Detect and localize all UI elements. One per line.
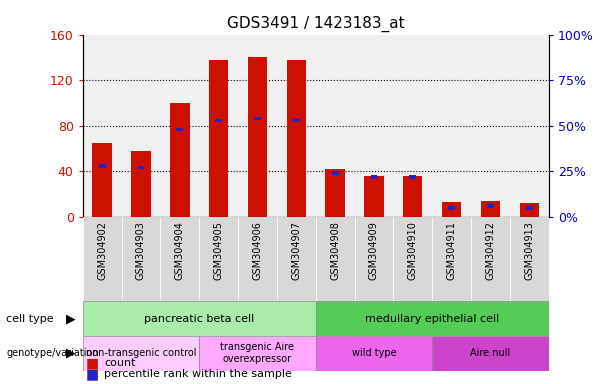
Text: non-transgenic control: non-transgenic control [86,348,196,358]
Bar [471,217,510,301]
Text: GSM304902: GSM304902 [97,221,107,280]
Bar [248,57,267,217]
Bar [316,301,549,336]
Bar [442,202,462,217]
Bar [293,119,300,122]
Text: medullary epithelial cell: medullary epithelial cell [365,314,500,324]
Bar [403,176,422,217]
Text: count: count [104,358,135,368]
Bar [93,143,112,217]
Bar [354,217,394,301]
Text: GSM304905: GSM304905 [214,221,224,280]
Text: GSM304906: GSM304906 [253,221,262,280]
Bar [83,301,316,336]
Bar [99,164,105,167]
Text: GSM304912: GSM304912 [485,221,495,280]
Bar [121,217,161,301]
Bar [364,176,384,217]
Text: GSM304909: GSM304909 [369,221,379,280]
Text: transgenic Aire
overexpressor: transgenic Aire overexpressor [221,343,294,364]
Bar [332,172,338,175]
Text: GSM304910: GSM304910 [408,221,417,280]
Bar [254,117,261,120]
Bar [487,204,494,208]
Bar [526,206,533,210]
Bar [209,60,228,217]
Text: ■: ■ [86,356,99,370]
Bar [287,60,306,217]
Text: wild type: wild type [352,348,396,358]
Bar [432,336,549,371]
Bar [448,206,455,210]
Bar [83,336,199,371]
Text: genotype/variation: genotype/variation [6,348,99,358]
Bar [432,217,471,301]
Bar [170,103,189,217]
Text: ▶: ▶ [66,347,75,360]
Bar [137,166,145,169]
Bar [83,217,121,301]
Text: GSM304904: GSM304904 [175,221,185,280]
Bar [238,217,277,301]
Bar [131,151,151,217]
Text: GSM304913: GSM304913 [524,221,534,280]
Bar [277,217,316,301]
Title: GDS3491 / 1423183_at: GDS3491 / 1423183_at [227,16,405,32]
Bar [316,336,432,371]
Bar [481,201,500,217]
Bar [199,217,238,301]
Bar [215,119,222,122]
Text: percentile rank within the sample: percentile rank within the sample [104,369,292,379]
Bar [409,175,416,179]
Bar [316,217,354,301]
Text: Aire null: Aire null [470,348,511,358]
Bar [326,169,345,217]
Text: ▶: ▶ [66,312,75,325]
Bar [394,217,432,301]
Bar [370,175,378,179]
Text: GSM304907: GSM304907 [291,221,301,280]
Bar [161,217,199,301]
Text: GSM304903: GSM304903 [136,221,146,280]
Bar [199,336,316,371]
Bar [519,203,539,217]
Text: GSM304911: GSM304911 [447,221,457,280]
Bar [510,217,549,301]
Text: ■: ■ [86,367,99,381]
Text: GSM304908: GSM304908 [330,221,340,280]
Text: cell type: cell type [6,314,54,324]
Text: pancreatic beta cell: pancreatic beta cell [144,314,254,324]
Bar [177,128,183,131]
